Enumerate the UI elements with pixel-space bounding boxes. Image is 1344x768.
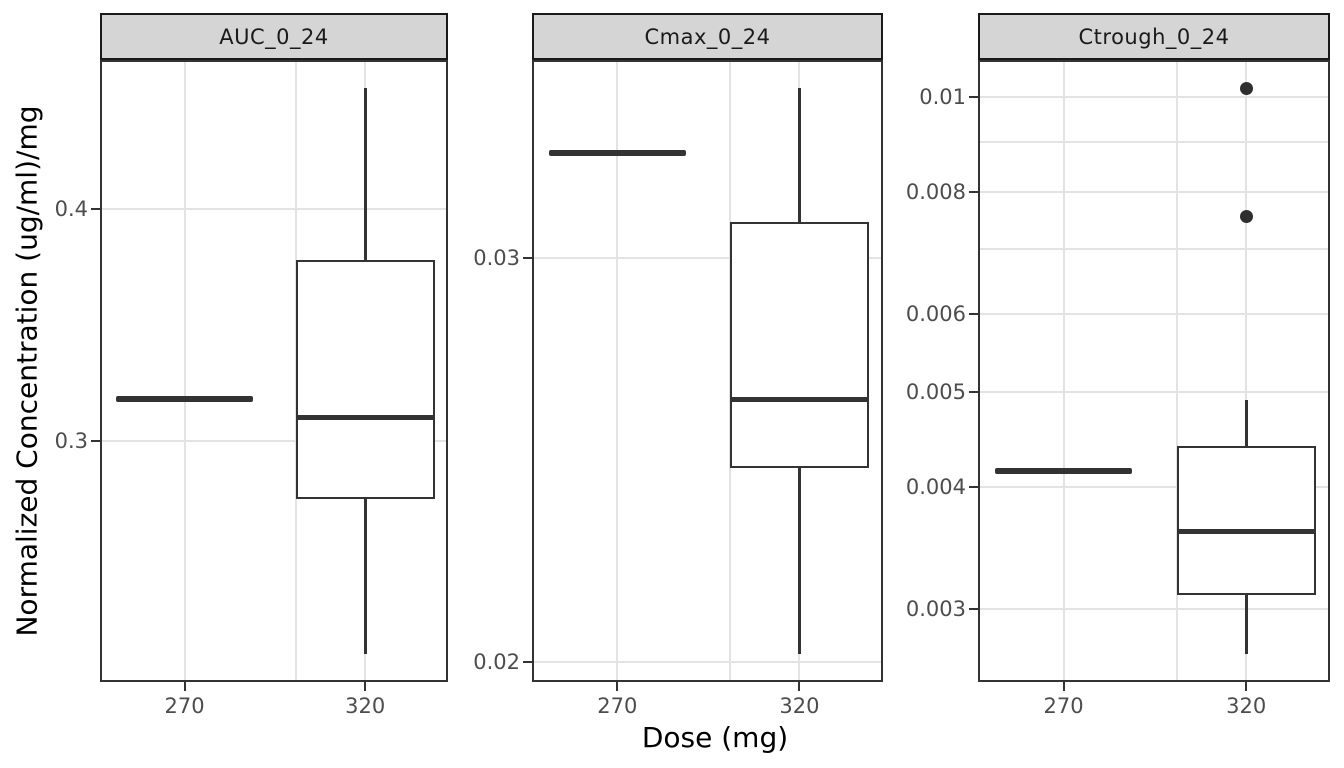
y-tick xyxy=(523,256,532,259)
y-tick-label: 0.003 xyxy=(905,597,966,622)
facet-panel-cmax xyxy=(532,60,883,682)
y-tick-label: 0.02 xyxy=(473,649,520,674)
x-tick xyxy=(1062,682,1065,691)
gridline-horizontal xyxy=(980,247,1328,250)
boxplot-upper-whisker xyxy=(797,88,801,222)
y-axis-title: Normalized Concentration (ug/ml)/mg xyxy=(10,105,44,637)
x-tick xyxy=(616,682,619,691)
y-tick xyxy=(969,95,978,98)
y-tick-label: 0.008 xyxy=(905,179,966,204)
boxplot-iqr-box xyxy=(729,221,869,468)
boxplot-lower-whisker xyxy=(797,467,801,654)
boxplot-lower-whisker xyxy=(1244,595,1248,655)
y-tick-label: 0.03 xyxy=(473,245,520,270)
y-tick-label: 0.004 xyxy=(905,474,966,499)
y-tick-label: 0.01 xyxy=(919,84,966,109)
gridline-horizontal xyxy=(980,95,1328,98)
gridline-horizontal xyxy=(534,256,881,259)
boxplot-iqr-box xyxy=(1176,446,1316,596)
facet-strip-cmax: Cmax_0_24 xyxy=(532,13,883,60)
facet-strip-label: Ctrough_0_24 xyxy=(1078,24,1230,49)
facet-strip-auc: AUC_0_24 xyxy=(100,13,448,60)
gridline-horizontal xyxy=(980,140,1328,143)
y-tick xyxy=(969,608,978,611)
facet-strip-ctrough: Ctrough_0_24 xyxy=(978,13,1330,60)
x-tick-label: 320 xyxy=(1226,694,1267,718)
boxplot-lower-whisker xyxy=(363,498,367,655)
gridline-vertical xyxy=(1245,62,1248,680)
boxplot-median-line xyxy=(295,414,435,420)
x-tick xyxy=(798,682,801,691)
x-tick xyxy=(1245,682,1248,691)
facet-panel-ctrough xyxy=(978,60,1330,682)
gridline-horizontal xyxy=(102,439,446,442)
gridline-vertical xyxy=(183,62,186,680)
boxplot-upper-whisker xyxy=(1244,400,1248,447)
boxplot-flat-median-270 xyxy=(116,395,254,402)
gridline-vertical xyxy=(616,62,619,680)
gridline-horizontal xyxy=(980,485,1328,488)
gridline-vertical xyxy=(1062,62,1065,680)
boxplot-median-line xyxy=(1176,529,1316,535)
y-tick xyxy=(969,313,978,316)
x-tick-label: 320 xyxy=(345,694,386,718)
boxplot-flat-median-270 xyxy=(995,468,1133,475)
x-tick-label: 270 xyxy=(597,694,638,718)
facet-panel-auc xyxy=(100,60,448,682)
y-tick xyxy=(969,190,978,193)
boxplot-median-line xyxy=(729,396,869,402)
gridline-horizontal xyxy=(102,207,446,210)
boxplot-flat-median-270 xyxy=(548,149,686,156)
y-tick xyxy=(91,439,100,442)
x-tick-label: 320 xyxy=(779,694,820,718)
boxplot-upper-whisker xyxy=(363,87,367,260)
facet-strip-label: Cmax_0_24 xyxy=(644,24,771,49)
y-tick xyxy=(91,207,100,210)
y-tick-label: 0.3 xyxy=(54,428,88,453)
outlier-point xyxy=(1239,209,1253,223)
gridline-horizontal xyxy=(980,313,1328,316)
y-tick xyxy=(523,660,532,663)
gridline-vertical-minor xyxy=(1175,62,1178,680)
gridline-horizontal xyxy=(980,190,1328,193)
y-tick xyxy=(969,390,978,393)
outlier-point xyxy=(1239,81,1253,95)
y-tick-label: 0.005 xyxy=(905,379,966,404)
x-tick xyxy=(364,682,367,691)
gridline-horizontal xyxy=(534,660,881,663)
facet-strip-label: AUC_0_24 xyxy=(219,24,329,49)
y-tick xyxy=(969,485,978,488)
x-tick-label: 270 xyxy=(1043,694,1084,718)
x-axis-title: Dose (mg) xyxy=(641,721,789,754)
boxplot-iqr-box xyxy=(295,259,435,499)
x-tick-label: 270 xyxy=(164,694,205,718)
y-tick-label: 0.4 xyxy=(54,196,88,221)
gridline-horizontal xyxy=(980,390,1328,393)
x-tick xyxy=(183,682,186,691)
y-tick-label: 0.006 xyxy=(905,302,966,327)
gridline-horizontal xyxy=(980,608,1328,611)
